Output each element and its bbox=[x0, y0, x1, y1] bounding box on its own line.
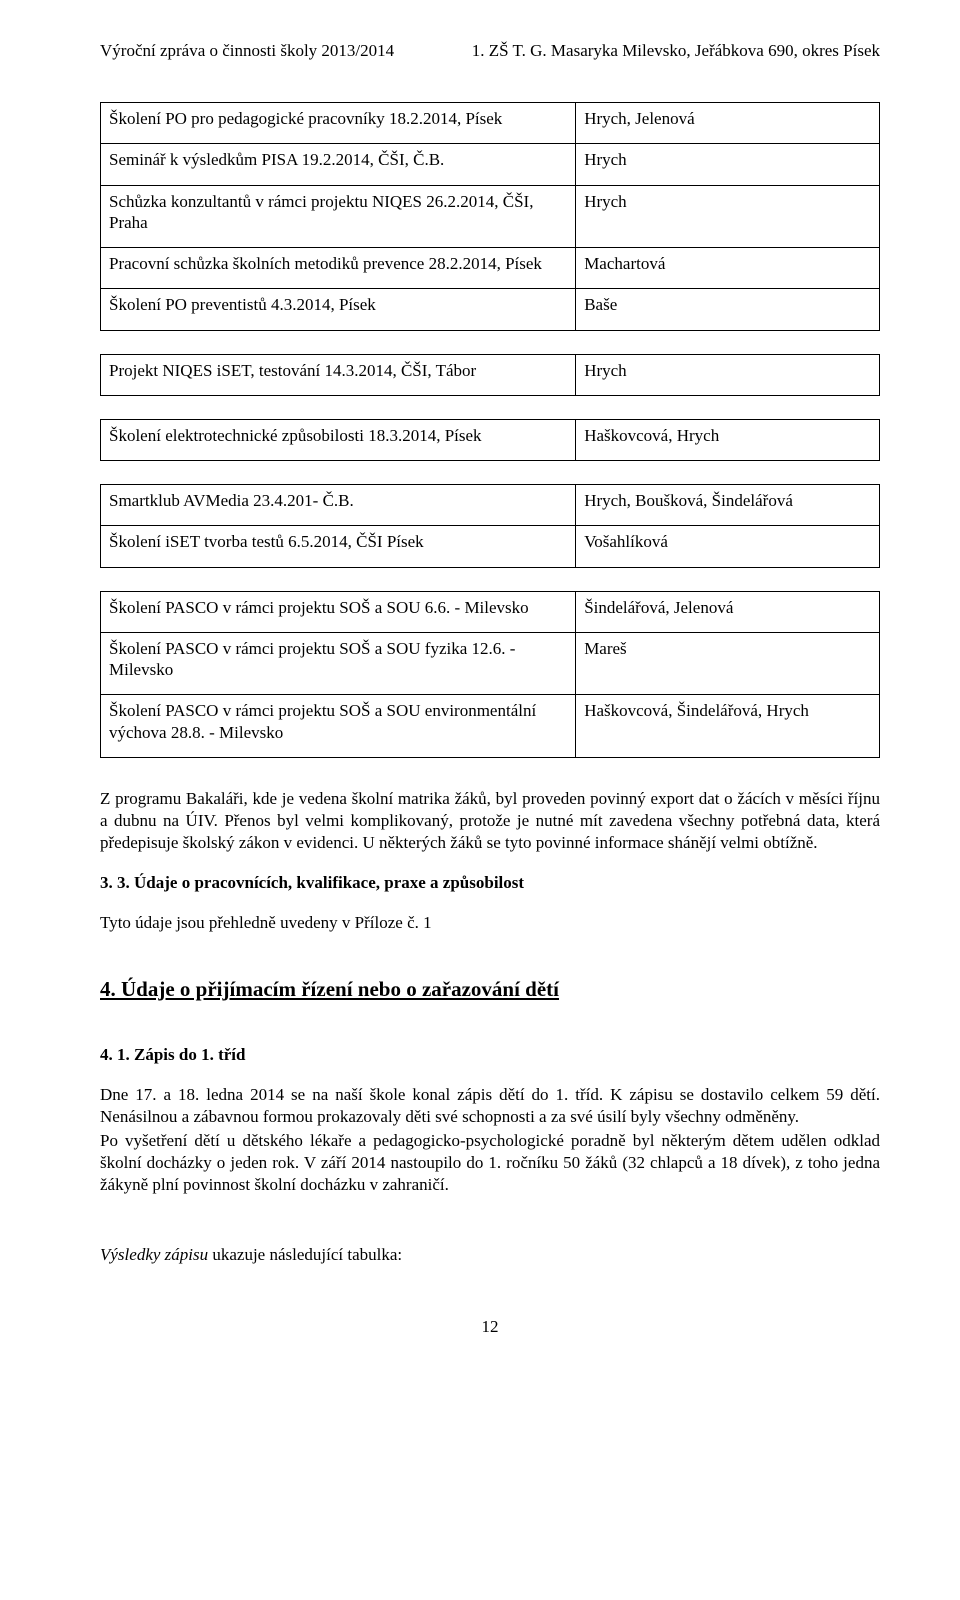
table-cell-right: Haškovcová, Hrych bbox=[576, 419, 880, 460]
table-row: Školení elektrotechnické způsobilosti 18… bbox=[101, 419, 880, 460]
table-cell-right: Mareš bbox=[576, 632, 880, 695]
paragraph-bakalari: Z programu Bakaláři, kde je vedena školn… bbox=[100, 788, 880, 854]
table-cell-left: Školení PASCO v rámci projektu SOŠ a SOU… bbox=[101, 695, 576, 758]
page-header: Výroční zpráva o činnosti školy 2013/201… bbox=[100, 40, 880, 62]
table-cell-right: Baše bbox=[576, 289, 880, 330]
table-spacer bbox=[101, 461, 880, 485]
table-row: Pracovní schůzka školních metodiků preve… bbox=[101, 248, 880, 289]
table-cell-left: Seminář k výsledkům PISA 19.2.2014, ČŠI,… bbox=[101, 144, 576, 185]
table-row: Školení PO pro pedagogické pracovníky 18… bbox=[101, 103, 880, 144]
table-row: Školení PASCO v rámci projektu SOŠ a SOU… bbox=[101, 695, 880, 758]
table-cell-left: Školení PO pro pedagogické pracovníky 18… bbox=[101, 103, 576, 144]
table-row: Schůzka konzultantů v rámci projektu NIQ… bbox=[101, 185, 880, 248]
table-cell-left: Školení PASCO v rámci projektu SOŠ a SOU… bbox=[101, 591, 576, 632]
table-cell-right: Haškovcová, Šindelářová, Hrych bbox=[576, 695, 880, 758]
table-spacer bbox=[101, 395, 880, 419]
table-cell-right: Hrych bbox=[576, 144, 880, 185]
table-cell-left: Projekt NIQES iSET, testování 14.3.2014,… bbox=[101, 354, 576, 395]
table-row: Seminář k výsledkům PISA 19.2.2014, ČŠI,… bbox=[101, 144, 880, 185]
table-cell-left: Školení PO preventistů 4.3.2014, Písek bbox=[101, 289, 576, 330]
table-spacer bbox=[101, 567, 880, 591]
training-table: Školení PO pro pedagogické pracovníky 18… bbox=[100, 102, 880, 758]
page-number: 12 bbox=[100, 1316, 880, 1338]
table-cell-right: Hrych bbox=[576, 354, 880, 395]
table-row: Školení PO preventistů 4.3.2014, PísekBa… bbox=[101, 289, 880, 330]
table-cell-left: Školení iSET tvorba testů 6.5.2014, ČŠI … bbox=[101, 526, 576, 567]
table-cell-left: Pracovní schůzka školních metodiků preve… bbox=[101, 248, 576, 289]
table-cell-right: Vošahlíková bbox=[576, 526, 880, 567]
heading-3-3: 3. 3. Údaje o pracovnících, kvalifikace,… bbox=[100, 872, 880, 894]
header-left: Výroční zpráva o činnosti školy 2013/201… bbox=[100, 40, 394, 62]
table-cell-right: Hrych, Jelenová bbox=[576, 103, 880, 144]
table-cell-left: Schůzka konzultantů v rámci projektu NIQ… bbox=[101, 185, 576, 248]
table-row: Smartklub AVMedia 23.4.201- Č.B.Hrych, B… bbox=[101, 485, 880, 526]
paragraph-enrollment-1: Dne 17. a 18. ledna 2014 se na naší škol… bbox=[100, 1084, 880, 1128]
heading-4-1: 4. 1. Zápis do 1. tříd bbox=[100, 1044, 880, 1066]
table-cell-left: Školení elektrotechnické způsobilosti 18… bbox=[101, 419, 576, 460]
table-cell-right: Hrych, Boušková, Šindelářová bbox=[576, 485, 880, 526]
table-cell-left: Smartklub AVMedia 23.4.201- Č.B. bbox=[101, 485, 576, 526]
line-results: Výsledky zápisu ukazuje následující tabu… bbox=[100, 1244, 880, 1266]
line-appendix: Tyto údaje jsou přehledně uvedeny v Příl… bbox=[100, 912, 880, 934]
paragraph-enrollment-2: Po vyšetření dětí u dětského lékaře a pe… bbox=[100, 1130, 880, 1196]
header-right: 1. ZŠ T. G. Masaryka Milevsko, Jeřábkova… bbox=[472, 40, 880, 62]
table-row: Školení PASCO v rámci projektu SOŠ a SOU… bbox=[101, 591, 880, 632]
line-results-italic: Výsledky zápisu bbox=[100, 1245, 208, 1264]
table-cell-right: Machartová bbox=[576, 248, 880, 289]
heading-4: 4. Údaje o přijímacím řízení nebo o zařa… bbox=[100, 976, 880, 1003]
table-cell-right: Šindelářová, Jelenová bbox=[576, 591, 880, 632]
table-cell-left: Školení PASCO v rámci projektu SOŠ a SOU… bbox=[101, 632, 576, 695]
table-row: Školení PASCO v rámci projektu SOŠ a SOU… bbox=[101, 632, 880, 695]
table-cell-right: Hrych bbox=[576, 185, 880, 248]
table-row: Školení iSET tvorba testů 6.5.2014, ČŠI … bbox=[101, 526, 880, 567]
table-spacer bbox=[101, 330, 880, 354]
line-results-rest: ukazuje následující tabulka: bbox=[208, 1245, 402, 1264]
table-row: Projekt NIQES iSET, testování 14.3.2014,… bbox=[101, 354, 880, 395]
